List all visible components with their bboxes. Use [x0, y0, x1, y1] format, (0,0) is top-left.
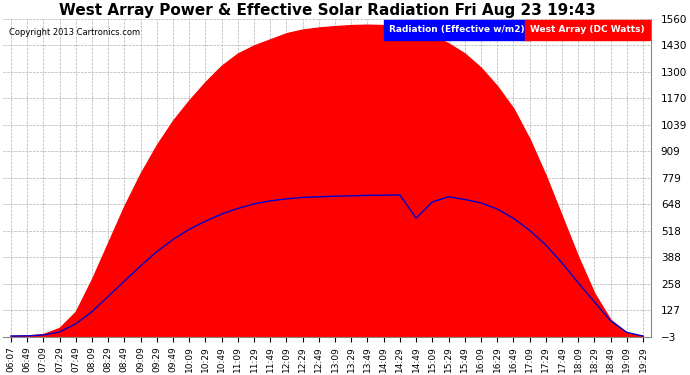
Legend: Radiation (Effective w/m2), West Array (DC Watts): Radiation (Effective w/m2), West Array (…: [384, 24, 647, 36]
Title: West Array Power & Effective Solar Radiation Fri Aug 23 19:43: West Array Power & Effective Solar Radia…: [59, 3, 595, 18]
Text: Copyright 2013 Cartronics.com: Copyright 2013 Cartronics.com: [9, 28, 140, 38]
